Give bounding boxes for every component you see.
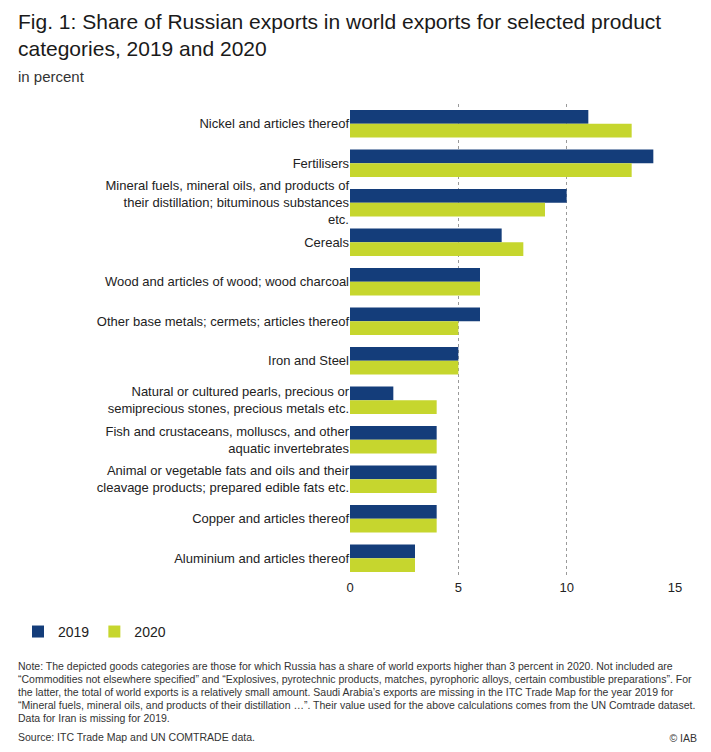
svg-text:Iron and Steel: Iron and Steel xyxy=(268,353,349,368)
html-text:© IAB: © IAB xyxy=(669,732,697,744)
svg-text:Cereals: Cereals xyxy=(304,235,349,250)
svg-text:5: 5 xyxy=(455,580,462,595)
svg-text:10: 10 xyxy=(559,580,573,595)
svg-text:2019: 2019 xyxy=(58,624,89,640)
svg-text:0: 0 xyxy=(346,580,353,595)
svg-text:Natural or cultured pearls, pr: Natural or cultured pearls, precious ors… xyxy=(108,384,350,416)
svg-text:2020: 2020 xyxy=(134,624,165,640)
html-text:Fig. 1: Share of Russian expor: Fig. 1: Share of Russian exports in worl… xyxy=(18,10,662,60)
svg-text:15: 15 xyxy=(668,580,682,595)
svg-text:Aluminium and articles thereof: Aluminium and articles thereof xyxy=(174,551,349,566)
svg-text:Mineral fuels, mineral oils, a: Mineral fuels, mineral oils, and product… xyxy=(105,178,349,227)
svg-text:Animal or vegetable fats and o: Animal or vegetable fats and oils and th… xyxy=(97,463,350,495)
html-text:Note: The depicted goods categ: Note: The depicted goods categories are … xyxy=(18,660,696,724)
html-text:Source: ITC Trade Map and UN C: Source: ITC Trade Map and UN COMTRADE da… xyxy=(18,731,255,743)
html-text:in percent: in percent xyxy=(18,68,84,85)
svg-text:Copper and articles thereof: Copper and articles thereof xyxy=(192,511,349,526)
svg-text:Nickel and articles thereof: Nickel and articles thereof xyxy=(199,116,349,131)
svg-text:Fish and crustaceans, molluscs: Fish and crustaceans, molluscs, and othe… xyxy=(105,424,349,456)
svg-text:Other base metals; cermets; ar: Other base metals; cermets; articles the… xyxy=(97,314,350,329)
svg-text:Wood and articles of wood; woo: Wood and articles of wood; wood charcoal xyxy=(105,274,349,289)
svg-text:Fertilisers: Fertilisers xyxy=(293,156,350,171)
